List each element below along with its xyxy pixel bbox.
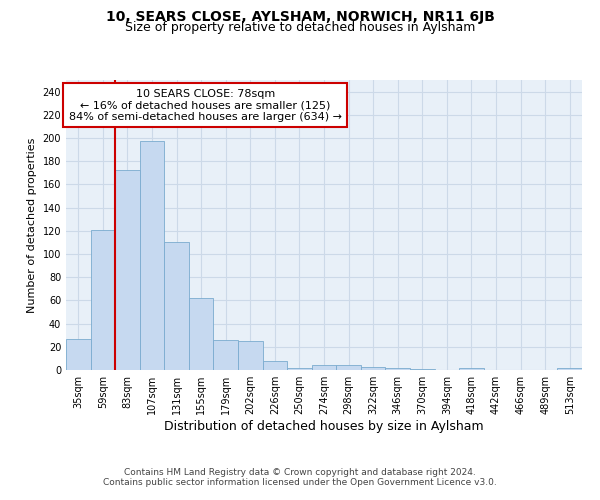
Y-axis label: Number of detached properties: Number of detached properties: [27, 138, 37, 312]
Bar: [459, 368, 484, 370]
Bar: [66, 338, 91, 370]
Bar: [410, 369, 434, 370]
Bar: [214, 340, 238, 370]
Text: Contains HM Land Registry data © Crown copyright and database right 2024.: Contains HM Land Registry data © Crown c…: [124, 468, 476, 477]
Bar: [164, 242, 189, 370]
Bar: [263, 360, 287, 370]
Text: 10 SEARS CLOSE: 78sqm
← 16% of detached houses are smaller (125)
84% of semi-det: 10 SEARS CLOSE: 78sqm ← 16% of detached …: [69, 88, 342, 122]
Bar: [385, 368, 410, 370]
Text: Contains public sector information licensed under the Open Government Licence v3: Contains public sector information licen…: [103, 478, 497, 487]
Text: Size of property relative to detached houses in Aylsham: Size of property relative to detached ho…: [125, 21, 475, 34]
Bar: [336, 366, 361, 370]
Bar: [361, 366, 385, 370]
Bar: [140, 142, 164, 370]
Bar: [115, 170, 140, 370]
Bar: [189, 298, 214, 370]
Bar: [238, 341, 263, 370]
Bar: [287, 368, 312, 370]
Bar: [312, 366, 336, 370]
Text: 10, SEARS CLOSE, AYLSHAM, NORWICH, NR11 6JB: 10, SEARS CLOSE, AYLSHAM, NORWICH, NR11 …: [106, 10, 494, 24]
Bar: [91, 230, 115, 370]
X-axis label: Distribution of detached houses by size in Aylsham: Distribution of detached houses by size …: [164, 420, 484, 433]
Bar: [557, 368, 582, 370]
